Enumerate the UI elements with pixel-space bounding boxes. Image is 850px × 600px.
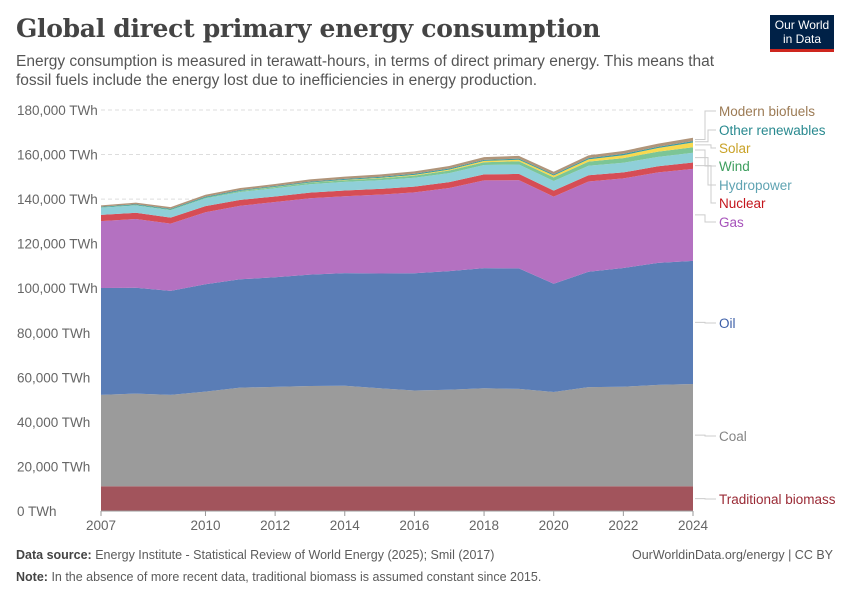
- legend-label: Hydropower: [719, 178, 792, 193]
- y-tick-label: 20,000 TWh: [17, 459, 90, 474]
- area-gas: [101, 168, 693, 291]
- source-label: Data source:: [16, 548, 92, 562]
- area-wind: [101, 147, 693, 211]
- area-hydropower: [101, 152, 693, 218]
- label-connector: [695, 157, 716, 186]
- label-connector: [695, 149, 716, 167]
- stacked-area-chart: 0 TWh 20,000 TWh 40,000 TWh 60,000 TWh 80,00…: [17, 103, 836, 533]
- owid-logo[interactable]: Our World in Data: [770, 15, 834, 52]
- x-tick-label: 2020: [539, 518, 569, 533]
- legend-label: Gas: [719, 215, 744, 230]
- legend-label: Wind: [719, 159, 750, 174]
- source-text: Energy Institute - Statistical Review of…: [95, 548, 495, 562]
- x-tick-label: 2018: [469, 518, 499, 533]
- y-tick-label: 40,000 TWh: [17, 415, 90, 430]
- label-connector: [695, 129, 716, 143]
- area-oil: [101, 260, 693, 395]
- y-tick-label: 0 TWh: [17, 504, 57, 519]
- x-tick-label: 2007: [86, 518, 116, 533]
- label-connector: [695, 165, 716, 204]
- label-connector: [695, 110, 716, 140]
- label-connector: [695, 434, 716, 437]
- note-text: In the absence of more recent data, trad…: [51, 570, 542, 584]
- legend-label: Nuclear: [719, 196, 766, 211]
- area-other-renewables: [101, 141, 693, 210]
- legend-label: Oil: [719, 316, 736, 331]
- x-tick-label: 2024: [678, 518, 709, 533]
- label-connector: [695, 321, 716, 324]
- area-coal: [101, 384, 693, 487]
- note: Note: In the absence of more recent data…: [16, 570, 541, 584]
- legend-label: Other renewables: [719, 123, 826, 138]
- data-source: Data source: Energy Institute - Statisti…: [16, 548, 494, 562]
- y-tick-label: 80,000 TWh: [17, 326, 90, 341]
- x-tick-label: 2010: [190, 518, 220, 533]
- y-tick-label: 100,000 TWh: [17, 281, 98, 296]
- label-connector: [695, 214, 716, 223]
- y-tick-label: 120,000 TWh: [17, 237, 98, 252]
- area-traditional-biomass: [101, 486, 693, 511]
- logo-text: Our World in Data: [774, 18, 830, 46]
- y-tick-label: 180,000 TWh: [17, 103, 98, 118]
- legend-label: Coal: [719, 429, 747, 444]
- legend-label: Modern biofuels: [719, 104, 815, 119]
- y-tick-label: 60,000 TWh: [17, 370, 90, 385]
- y-tick-label: 140,000 TWh: [17, 192, 98, 207]
- x-tick-label: 2012: [260, 518, 290, 533]
- legend-label: Traditional biomass: [719, 492, 836, 507]
- note-label: Note:: [16, 570, 48, 584]
- credit-link[interactable]: OurWorldinData.org/energy | CC BY: [631, 548, 833, 562]
- area-modern-biofuels: [101, 137, 693, 209]
- label-connector: [695, 144, 716, 149]
- legend-label: Solar: [719, 141, 751, 156]
- x-tick-label: 2014: [330, 518, 361, 533]
- area-nuclear: [101, 162, 693, 224]
- chart-title: Global direct primary energy consumption: [16, 14, 601, 43]
- chart-subtitle: Energy consumption is measured in terawa…: [16, 53, 715, 89]
- x-tick-label: 2016: [399, 518, 429, 533]
- y-tick-label: 160,000 TWh: [17, 148, 98, 163]
- x-tick-label: 2022: [608, 518, 638, 533]
